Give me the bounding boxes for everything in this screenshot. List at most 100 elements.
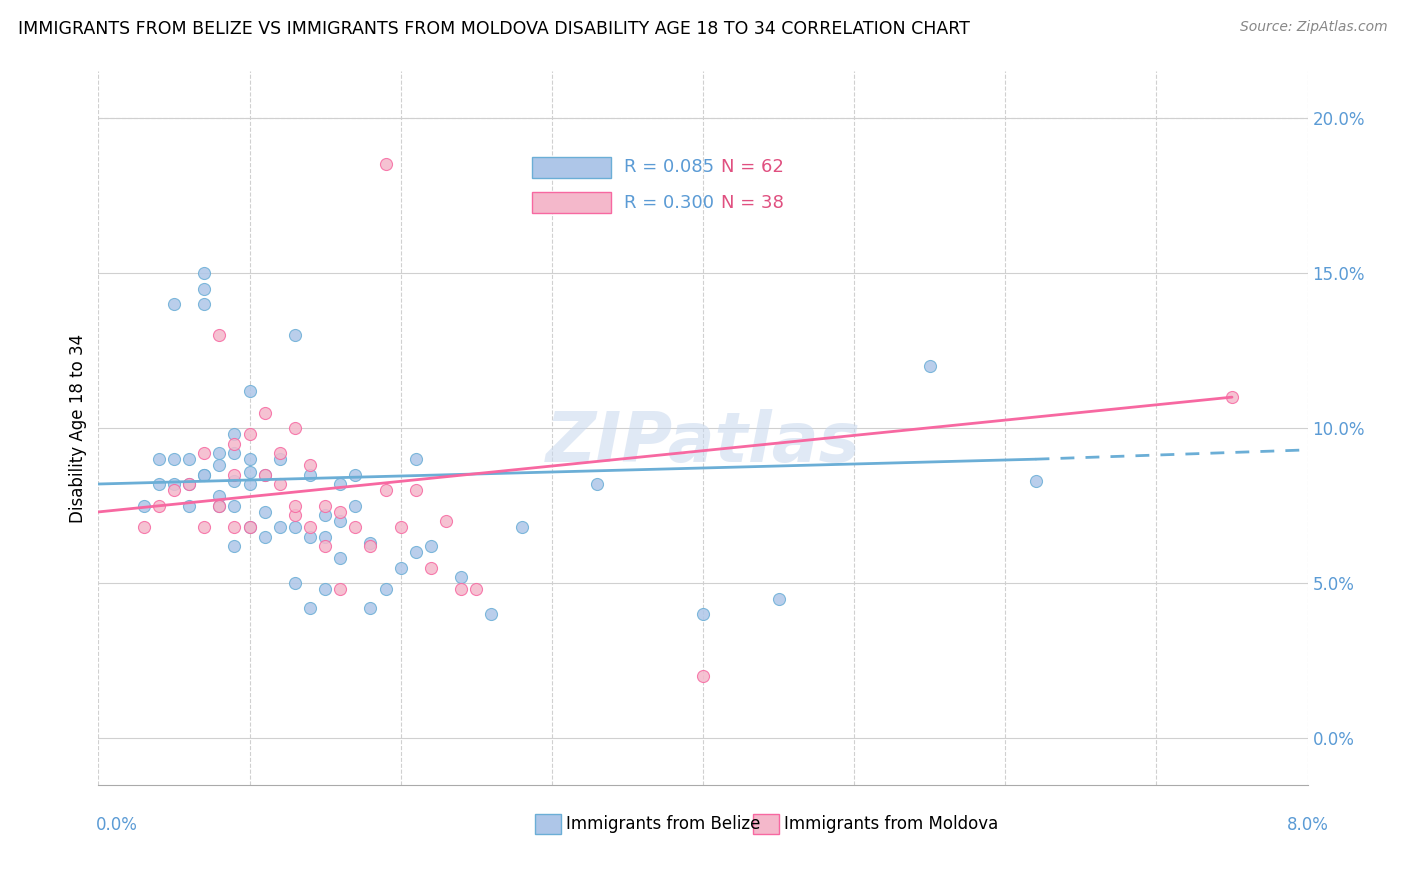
Point (148, 499, 170, 513)
Point (224, 436, 246, 450)
Point (163, 483, 186, 498)
Point (299, 458, 322, 473)
Point (374, 157, 396, 171)
Point (405, 483, 427, 498)
Point (224, 474, 246, 488)
Point (344, 499, 367, 513)
Point (193, 467, 215, 482)
Point (450, 570, 472, 584)
Point (148, 477, 170, 491)
Point (224, 539, 246, 553)
Point (269, 477, 291, 491)
Point (329, 582, 352, 597)
Point (269, 452, 291, 467)
Point (239, 477, 262, 491)
Point (284, 576, 307, 591)
Point (284, 508, 307, 522)
Point (224, 427, 246, 442)
Point (239, 520, 262, 534)
Point (1220, 390, 1243, 404)
Text: 0.0%: 0.0% (96, 816, 138, 834)
Point (1025, 474, 1047, 488)
Point (360, 539, 382, 553)
Point (284, 421, 307, 435)
Point (692, 607, 714, 622)
Point (253, 505, 276, 519)
Point (329, 477, 352, 491)
Point (586, 477, 609, 491)
Point (389, 561, 412, 575)
Point (299, 467, 322, 482)
Point (239, 427, 262, 442)
Point (692, 669, 714, 683)
Bar (533, 157, 610, 178)
Point (284, 520, 307, 534)
Point (253, 406, 276, 420)
Point (344, 467, 367, 482)
Point (253, 467, 276, 482)
Point (239, 520, 262, 534)
Point (269, 520, 291, 534)
Point (329, 505, 352, 519)
Point (299, 530, 322, 544)
Point (193, 467, 215, 482)
Point (329, 551, 352, 566)
Point (179, 499, 201, 513)
Point (163, 477, 186, 491)
Point (224, 446, 246, 460)
Point (179, 477, 201, 491)
Point (253, 530, 276, 544)
Point (193, 297, 215, 311)
Point (360, 601, 382, 615)
Point (299, 520, 322, 534)
Bar (533, 192, 610, 213)
Point (360, 536, 382, 550)
Point (193, 446, 215, 460)
Point (314, 508, 336, 522)
Point (208, 499, 231, 513)
Point (314, 539, 336, 553)
Point (239, 384, 262, 398)
Point (918, 359, 941, 373)
Point (208, 499, 231, 513)
Point (299, 601, 322, 615)
Point (314, 582, 336, 597)
Point (239, 452, 262, 467)
Text: N = 38: N = 38 (720, 194, 783, 211)
Point (284, 328, 307, 343)
Point (389, 520, 412, 534)
Point (224, 520, 246, 534)
Text: IMMIGRANTS FROM BELIZE VS IMMIGRANTS FROM MOLDOVA DISABILITY AGE 18 TO 34 CORREL: IMMIGRANTS FROM BELIZE VS IMMIGRANTS FRO… (18, 20, 970, 37)
Point (768, 591, 790, 606)
Point (208, 328, 231, 343)
Point (329, 514, 352, 528)
Point (374, 483, 396, 498)
Point (193, 281, 215, 295)
Text: R = 0.085: R = 0.085 (624, 158, 714, 176)
Point (434, 514, 457, 528)
Point (224, 467, 246, 482)
Text: Source: ZipAtlas.com: Source: ZipAtlas.com (1240, 20, 1388, 34)
Point (132, 520, 155, 534)
Point (405, 545, 427, 559)
Point (239, 465, 262, 479)
Point (314, 530, 336, 544)
Point (132, 499, 155, 513)
Text: 8.0%: 8.0% (1286, 816, 1329, 834)
Point (253, 467, 276, 482)
Point (208, 458, 231, 473)
Text: N = 62: N = 62 (720, 158, 783, 176)
Point (284, 499, 307, 513)
Point (269, 446, 291, 460)
Point (314, 499, 336, 513)
Text: Immigrants from Moldova: Immigrants from Moldova (785, 815, 998, 833)
Point (224, 499, 246, 513)
Text: R = 0.300: R = 0.300 (624, 194, 714, 211)
Y-axis label: Disability Age 18 to 34: Disability Age 18 to 34 (69, 334, 87, 523)
Point (179, 452, 201, 467)
Point (163, 452, 186, 467)
Point (344, 520, 367, 534)
Point (193, 520, 215, 534)
Point (405, 452, 427, 467)
Text: ZIPatlas: ZIPatlas (546, 409, 860, 476)
